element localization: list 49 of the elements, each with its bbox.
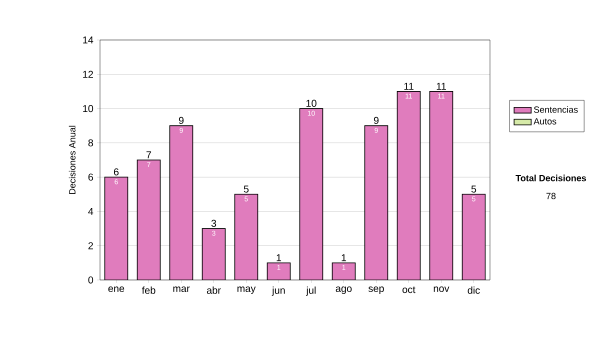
total-label: 3 (211, 220, 216, 227)
text: Total Decisiones (516, 174, 586, 182)
total-label: 10 (306, 100, 316, 107)
total-label: 1 (276, 254, 282, 262)
y-tick-label: 6 (88, 174, 94, 181)
total-label: 9 (374, 116, 379, 124)
total-label: 7 (146, 151, 152, 158)
legend-label: Sentencias (534, 106, 578, 113)
bar (170, 126, 193, 280)
bar (332, 262, 356, 280)
x-tick-label: ene (108, 286, 124, 292)
y-tick-label: 2 (88, 242, 93, 250)
total-label: 5 (471, 186, 476, 193)
bar (430, 91, 453, 280)
bar (234, 194, 258, 280)
total-label: 11 (436, 82, 446, 90)
total-label: 11 (404, 82, 414, 90)
y-tick-label: 0 (88, 276, 94, 284)
x-tick-label: feb (142, 286, 156, 294)
x-tick-label: jul (306, 286, 316, 296)
x-tick-label: sep (368, 286, 384, 294)
total-label: 5 (244, 186, 249, 193)
bar (397, 91, 420, 280)
x-tick-label: mar (173, 286, 190, 292)
bar (462, 194, 486, 280)
bar (267, 262, 290, 280)
y-tick-label: 14 (83, 36, 94, 44)
x-tick-label: nov (434, 286, 450, 292)
y-tick-label: 12 (83, 70, 93, 78)
bar (104, 177, 128, 280)
text: 78 (546, 192, 556, 200)
total-label: 6 (114, 168, 119, 176)
bar (137, 160, 160, 280)
legend-label: Autos (534, 118, 556, 124)
x-tick-label: oct (402, 286, 416, 294)
y-axis-title: Decisiones Anual (68, 126, 76, 194)
x-tick-label: jun (272, 286, 285, 296)
x-tick-label: ago (336, 286, 352, 294)
bar (300, 108, 323, 280)
bar (202, 228, 226, 280)
x-tick-label: abr (206, 286, 221, 294)
y-tick-label: 4 (88, 208, 94, 215)
total-label: 9 (178, 116, 184, 124)
x-tick-label: may (237, 286, 256, 294)
x-tick-label: dic (468, 286, 480, 294)
y-tick-label: 10 (83, 105, 94, 112)
bar (364, 126, 388, 280)
y-tick-label: 8 (88, 139, 94, 146)
total-label: 1 (342, 254, 346, 262)
